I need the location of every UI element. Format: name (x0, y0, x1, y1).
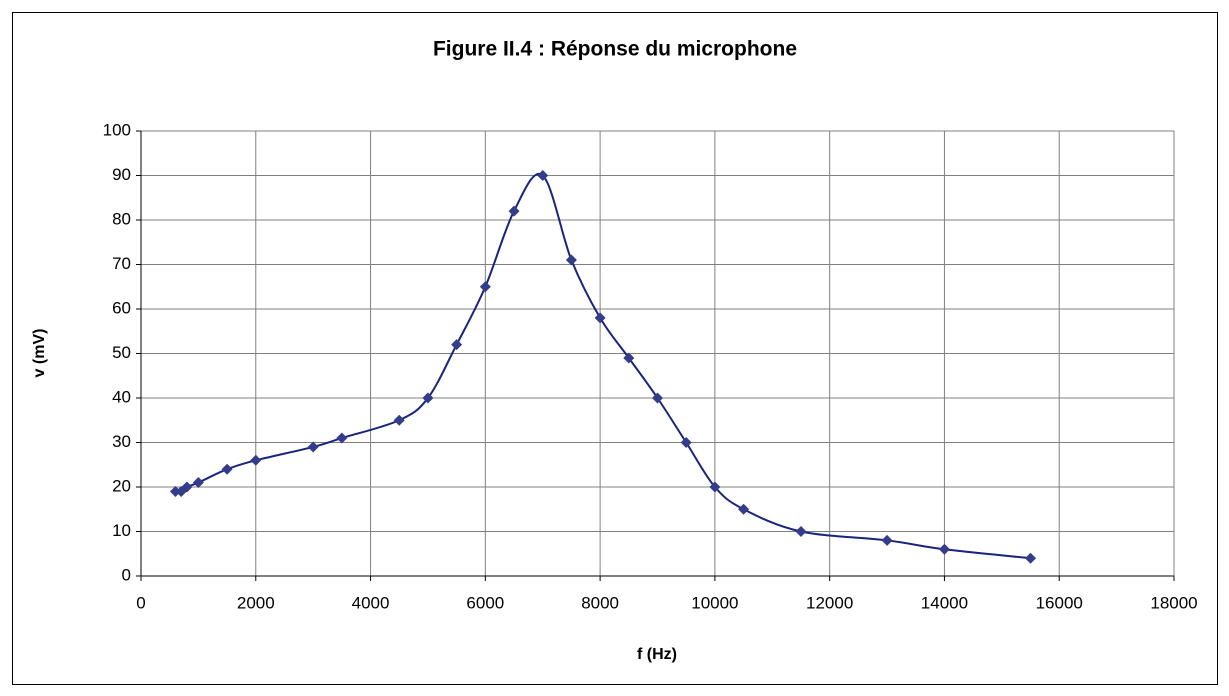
marker (652, 392, 663, 404)
y-tick-label: 80 (112, 209, 131, 228)
y-tick-label: 100 (103, 120, 131, 139)
x-tick-label: 8000 (581, 593, 619, 612)
marker (508, 205, 520, 217)
marker (537, 170, 549, 181)
x-tick-label: 10000 (691, 593, 738, 612)
marker (479, 281, 491, 293)
marker (307, 441, 319, 453)
y-tick-label: 90 (112, 165, 131, 184)
marker (795, 526, 807, 537)
x-tick-label: 16000 (1036, 593, 1083, 612)
marker (192, 477, 204, 489)
marker (221, 463, 233, 475)
marker (451, 339, 463, 351)
marker (623, 352, 635, 364)
y-tick-label: 10 (112, 521, 131, 540)
marker (938, 543, 950, 555)
y-tick-label: 70 (112, 254, 131, 273)
marker (422, 392, 434, 404)
marker (1025, 552, 1037, 564)
x-tick-label: 0 (136, 593, 145, 612)
marker (565, 254, 577, 266)
marker (709, 481, 721, 493)
marker (738, 503, 750, 515)
x-tick-label: 18000 (1150, 593, 1197, 612)
marker (680, 437, 692, 448)
y-tick-label: 0 (122, 565, 131, 584)
y-tick-label: 30 (112, 432, 131, 451)
chart-frame (12, 12, 1218, 685)
y-tick-label: 50 (112, 343, 131, 362)
x-tick-label: 6000 (466, 593, 504, 612)
y-tick-label: 60 (112, 298, 131, 317)
marker (393, 414, 405, 426)
marker (250, 454, 262, 466)
y-tick-label: 20 (112, 476, 131, 495)
y-axis-label: v (mV) (31, 329, 48, 378)
chart-title: Figure II.4 : Réponse du microphone (433, 38, 797, 61)
x-axis-label: f (Hz) (637, 646, 677, 663)
marker (336, 432, 348, 444)
x-tick-label: 12000 (806, 593, 853, 612)
marker (881, 534, 893, 546)
x-tick-label: 14000 (921, 593, 968, 612)
y-tick-label: 40 (112, 387, 131, 406)
marker (594, 312, 606, 324)
marker (169, 485, 181, 497)
marker (181, 481, 193, 493)
x-tick-label: 2000 (237, 593, 275, 612)
x-tick-label: 4000 (352, 593, 390, 612)
